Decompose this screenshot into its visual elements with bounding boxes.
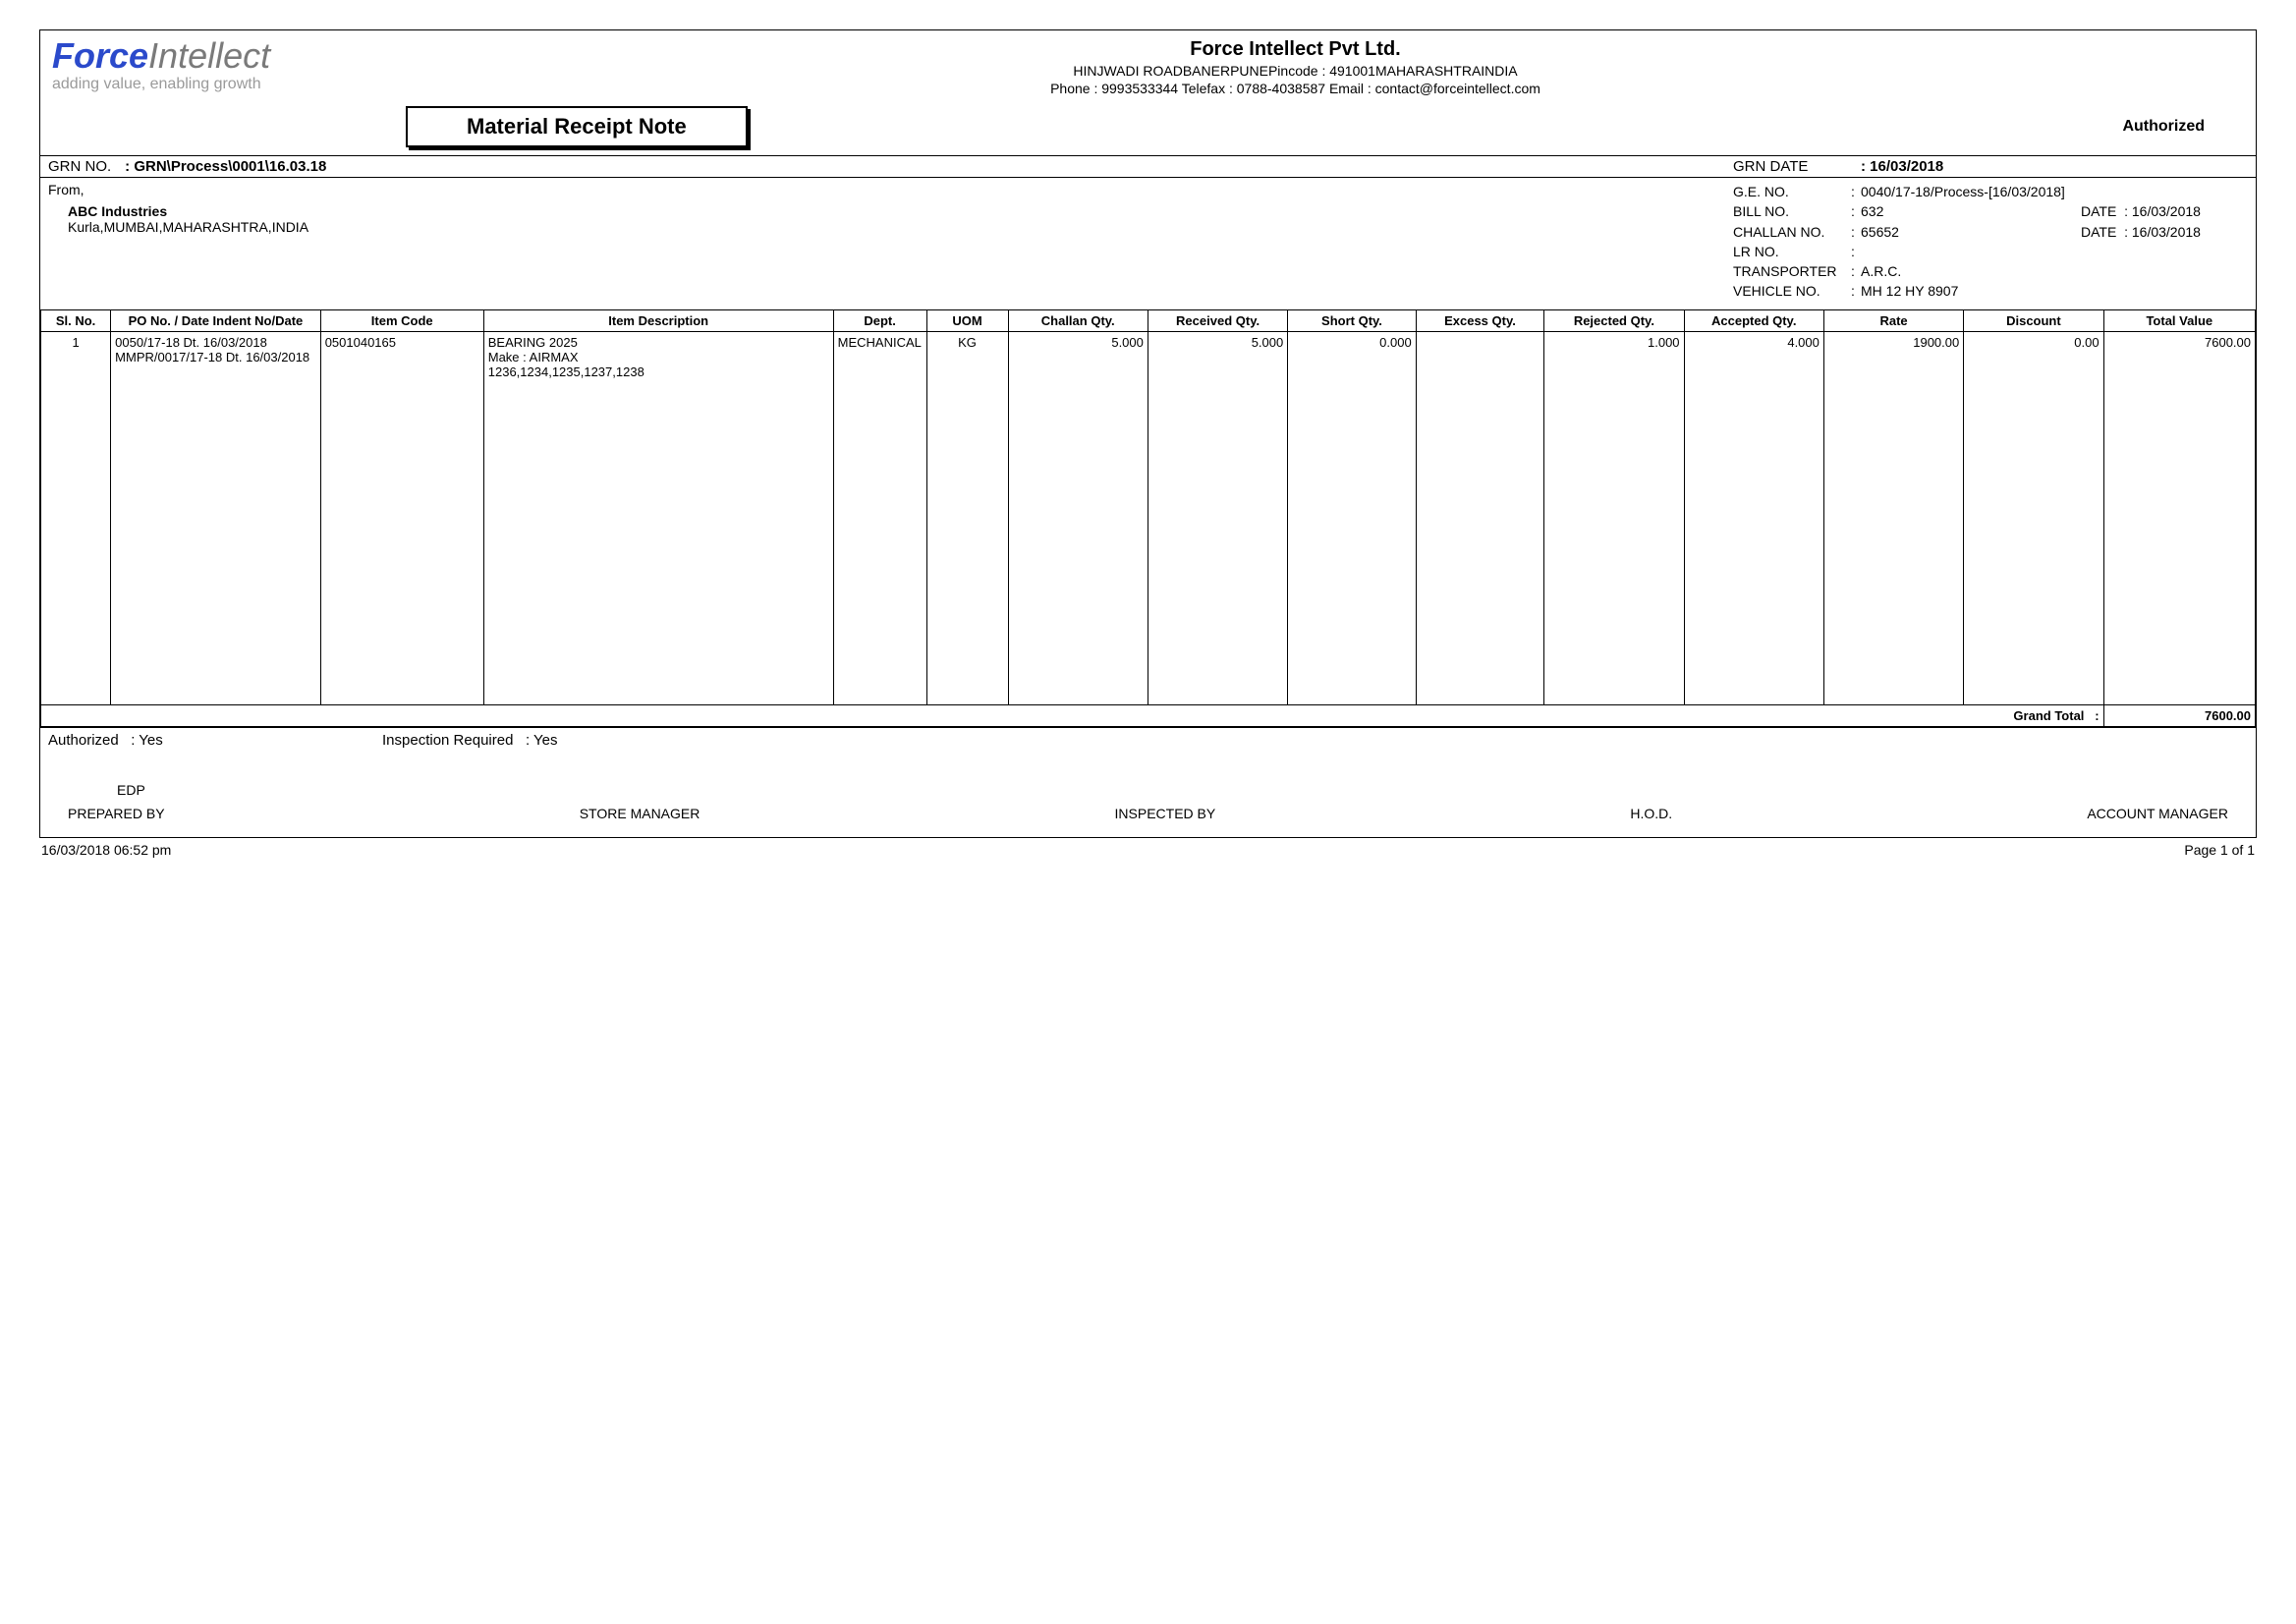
cell-uom: KG [926,331,1008,704]
col-sl: Sl. No. [41,309,111,331]
grn-no-value: : GRN\Process\0001\16.03.18 [125,158,326,175]
bill-no-value: 632 [1861,201,2081,221]
col-po: PO No. / Date Indent No/Date [111,309,321,331]
inspection-label: Inspection Required [382,732,513,749]
footer-timestamp: 16/03/2018 06:52 pm [41,842,171,858]
challan-no-value: 65652 [1861,222,2081,242]
cell-dept: MECHANICAL [833,331,926,704]
sign-store-manager: STORE MANAGER [580,806,700,821]
col-dept: Dept. [833,309,926,331]
logo-part2: Intellect [148,35,270,76]
items-table: Sl. No. PO No. / Date Indent No/Date Ite… [40,309,2256,727]
cell-total: 7600.00 [2103,331,2255,704]
cell-po: 0050/17-18 Dt. 16/03/2018 MMPR/0017/17-1… [111,331,321,704]
grn-date-label: GRN DATE [1733,158,1851,175]
title-row: Material Receipt Note Authorized [40,100,2256,155]
cell-excess-qty [1416,331,1543,704]
footer-page: Page 1 of 1 [2184,842,2255,858]
col-challan-qty: Challan Qty. [1008,309,1148,331]
lr-no-value [1861,242,2248,261]
vehicle-no-label: VEHICLE NO. [1733,281,1851,301]
vehicle-no-value: MH 12 HY 8907 [1861,281,2248,301]
col-rejected-qty: Rejected Qty. [1544,309,1684,331]
header: ForceIntellect adding value, enabling gr… [40,30,2256,100]
grn-date-value: : 16/03/2018 [1861,158,1943,175]
company-address: HINJWADI ROADBANERPUNEPincode : 491001MA… [347,63,2244,79]
bill-date-value: 16/03/2018 [2132,203,2201,219]
cell-discount: 0.00 [1964,331,2103,704]
grand-total-row: Grand Total : 7600.00 [41,704,2256,726]
cell-rate: 1900.00 [1823,331,1963,704]
flags-row: Authorized : Yes Inspection Required : Y… [40,727,2256,753]
challan-date-label: DATE [2081,224,2116,240]
col-received-qty: Received Qty. [1148,309,1287,331]
challan-no-label: CHALLAN NO. [1733,222,1851,242]
company-name: Force Intellect Pvt Ltd. [347,38,2244,61]
logo-part1: Force [52,35,148,76]
col-item-code: Item Code [320,309,483,331]
lr-no-label: LR NO. [1733,242,1851,261]
col-total: Total Value [2103,309,2255,331]
status-label: Authorized [748,118,2244,136]
ge-no-label: G.E. NO. [1733,182,1851,201]
transporter-label: TRANSPORTER [1733,261,1851,281]
cell-short-qty: 0.000 [1288,331,1416,704]
bill-no-label: BILL NO. [1733,201,1851,221]
page-footer: 16/03/2018 06:52 pm Page 1 of 1 [39,838,2257,858]
col-item-desc: Item Description [483,309,833,331]
table-row: 1 0050/17-18 Dt. 16/03/2018 MMPR/0017/17… [41,331,2256,704]
document-title: Material Receipt Note [406,106,748,147]
logo-tagline: adding value, enabling growth [52,76,347,93]
cell-accepted-qty: 4.000 [1684,331,1823,704]
challan-date-value: 16/03/2018 [2132,224,2201,240]
from-name: ABC Industries [68,203,1717,219]
sign-hod: H.O.D. [1630,806,1672,821]
document-frame: ForceIntellect adding value, enabling gr… [39,29,2257,838]
sign-account-manager: ACCOUNT MANAGER [2087,806,2228,821]
cell-received-qty: 5.000 [1148,331,1287,704]
cell-challan-qty: 5.000 [1008,331,1148,704]
cell-sl: 1 [41,331,111,704]
sign-inspected-by: INSPECTED BY [1115,806,1216,821]
from-label: From, [48,182,1717,197]
col-uom: UOM [926,309,1008,331]
col-discount: Discount [1964,309,2103,331]
grn-row: GRN NO. : GRN\Process\0001\16.03.18 GRN … [40,155,2256,177]
cell-rejected-qty: 1.000 [1544,331,1684,704]
from-block: From, ABC Industries Kurla,MUMBAI,MAHARA… [40,178,1725,309]
col-accepted-qty: Accepted Qty. [1684,309,1823,331]
transporter-value: A.R.C. [1861,261,2248,281]
grn-no-label: GRN NO. [48,158,111,175]
sign-prepared-by: PREPARED BY [68,806,165,821]
signature-area: EDP PREPARED BY STORE MANAGER INSPECTED … [40,753,2256,837]
ge-no-value: 0040/17-18/Process-[16/03/2018] [1861,182,2248,201]
logo: ForceIntellect adding value, enabling gr… [52,38,347,93]
company-contact: Phone : 9993533344 Telefax : 0788-403858… [347,81,2244,96]
cell-item-desc: BEARING 2025 Make : AIRMAX 1236,1234,123… [483,331,833,704]
authorized-value: : Yes [131,732,163,749]
edp-label: EDP [117,782,2248,798]
table-header-row: Sl. No. PO No. / Date Indent No/Date Ite… [41,309,2256,331]
inspection-value: : Yes [526,732,558,749]
col-short-qty: Short Qty. [1288,309,1416,331]
cell-item-code: 0501040165 [320,331,483,704]
authorized-label: Authorized [48,732,119,749]
meta-block: From, ABC Industries Kurla,MUMBAI,MAHARA… [40,177,2256,309]
grand-total-label: Grand Total : [41,704,2104,726]
company-block: Force Intellect Pvt Ltd. HINJWADI ROADBA… [347,38,2244,96]
grand-total-value: 7600.00 [2103,704,2255,726]
bill-date-label: DATE [2081,203,2116,219]
col-excess-qty: Excess Qty. [1416,309,1543,331]
meta-right: G.E. NO.:0040/17-18/Process-[16/03/2018]… [1725,178,2256,309]
from-address: Kurla,MUMBAI,MAHARASHTRA,INDIA [68,219,1717,235]
col-rate: Rate [1823,309,1963,331]
